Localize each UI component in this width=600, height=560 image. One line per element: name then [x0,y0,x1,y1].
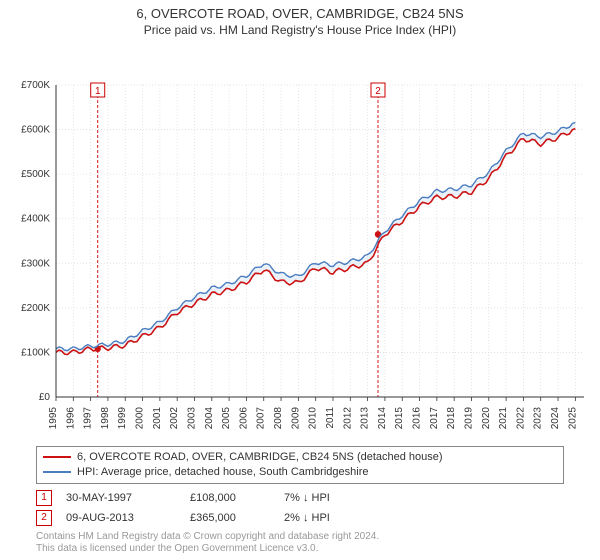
svg-text:2022: 2022 [515,407,526,430]
svg-text:2006: 2006 [238,407,249,430]
line-chart-svg: £0 £100K £200K £300K £400K £500K £600K £700K 199… [0,37,600,437]
event-badge: 1 [36,490,52,506]
event-date: 09-AUG-2013 [66,512,176,524]
svg-text:1: 1 [95,86,101,97]
svg-text:2012: 2012 [342,407,353,430]
svg-text:2018: 2018 [446,407,457,430]
event-delta: 7% ↓ HPI [284,492,384,504]
legend-label: HPI: Average price, detached house, Sout… [77,465,368,480]
chart-title: 6, OVERCOTE ROAD, OVER, CAMBRIDGE, CB24 … [0,6,600,21]
event-price: £108,000 [190,492,270,504]
svg-text:£100K: £100K [21,347,50,358]
svg-text:2024: 2024 [550,407,561,430]
svg-text:2004: 2004 [204,407,215,430]
legend-swatch-red [43,456,71,458]
svg-text:1997: 1997 [83,407,94,430]
svg-text:2002: 2002 [169,407,180,430]
svg-text:2003: 2003 [186,407,197,430]
svg-text:2019: 2019 [463,407,474,430]
svg-text:1999: 1999 [117,407,128,430]
svg-text:2023: 2023 [533,407,544,430]
svg-text:2021: 2021 [498,407,509,430]
svg-text:£500K: £500K [21,169,50,180]
footnote-line: This data is licensed under the Open Gov… [36,543,564,556]
svg-text:2000: 2000 [135,407,146,430]
legend-row: HPI: Average price, detached house, Sout… [43,465,557,480]
footnote-line: Contains HM Land Registry data © Crown c… [36,531,564,544]
svg-text:2015: 2015 [394,407,405,430]
legend-row: 6, OVERCOTE ROAD, OVER, CAMBRIDGE, CB24 … [43,450,557,465]
svg-text:£400K: £400K [21,214,50,225]
event-badge: 2 [36,510,52,526]
svg-text:2005: 2005 [221,407,232,430]
chart-header: 6, OVERCOTE ROAD, OVER, CAMBRIDGE, CB24 … [0,0,600,37]
svg-text:2007: 2007 [256,407,267,430]
legend-label: 6, OVERCOTE ROAD, OVER, CAMBRIDGE, CB24 … [77,450,443,465]
svg-text:2011: 2011 [325,407,336,429]
svg-text:1998: 1998 [100,407,111,430]
chart-subtitle: Price paid vs. HM Land Registry's House … [0,23,600,37]
svg-text:2010: 2010 [308,407,319,430]
svg-text:£200K: £200K [21,303,50,314]
svg-text:2025: 2025 [567,407,578,430]
svg-text:£0: £0 [39,392,51,403]
svg-text:2017: 2017 [429,407,440,430]
svg-text:2001: 2001 [152,407,163,430]
chart-area: £0 £100K £200K £300K £400K £500K £600K £700K 199… [0,37,600,442]
svg-text:2014: 2014 [377,407,388,430]
event-delta: 2% ↓ HPI [284,512,384,524]
svg-text:1996: 1996 [65,407,76,430]
footnote: Contains HM Land Registry data © Crown c… [36,531,564,556]
event-table: 1 30-MAY-1997 £108,000 7% ↓ HPI 2 09-AUG… [36,488,564,528]
svg-text:£700K: £700K [21,80,50,91]
svg-text:£300K: £300K [21,258,50,269]
event-row: 2 09-AUG-2013 £365,000 2% ↓ HPI [36,508,564,528]
svg-text:2008: 2008 [273,407,284,430]
svg-text:1995: 1995 [48,407,59,430]
svg-text:2009: 2009 [290,407,301,430]
event-row: 1 30-MAY-1997 £108,000 7% ↓ HPI [36,488,564,508]
event-price: £365,000 [190,512,270,524]
svg-text:2013: 2013 [360,407,371,430]
svg-text:2016: 2016 [412,407,423,430]
legend-swatch-blue [43,471,71,473]
svg-text:2020: 2020 [481,407,492,430]
svg-text:2: 2 [375,86,381,97]
legend: 6, OVERCOTE ROAD, OVER, CAMBRIDGE, CB24 … [36,446,564,484]
event-date: 30-MAY-1997 [66,492,176,504]
svg-text:£600K: £600K [21,125,50,136]
